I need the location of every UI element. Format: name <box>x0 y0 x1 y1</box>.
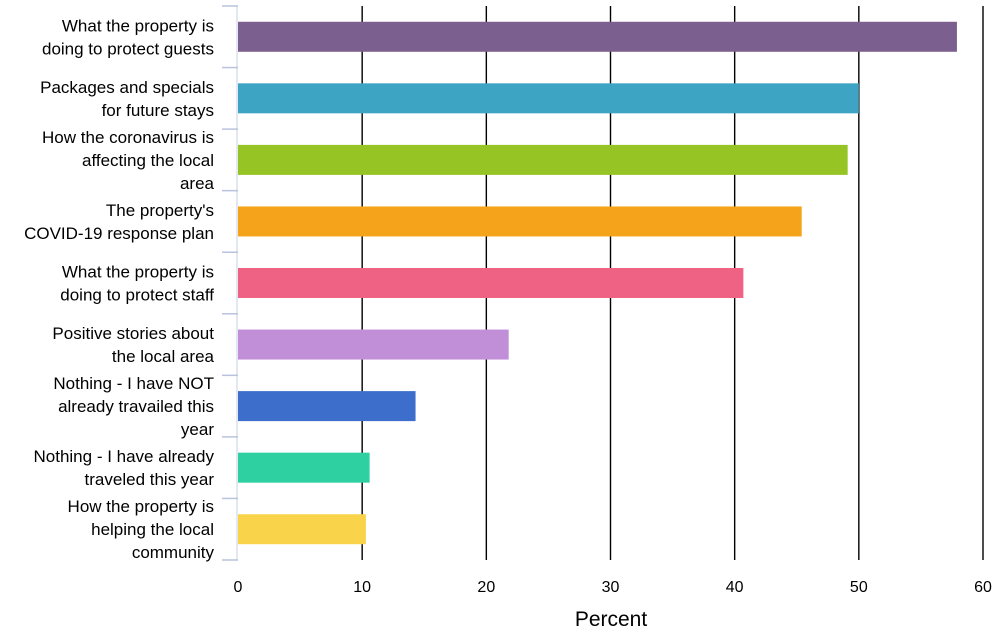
category-label: Nothing - I have already traveled this ye… <box>34 447 215 489</box>
bar <box>238 391 416 422</box>
category-label: Packages and specials for future stays <box>40 78 214 120</box>
bar <box>238 144 848 175</box>
bar <box>238 21 957 52</box>
bar <box>238 206 802 237</box>
category-label: What the property is doing to protect gue… <box>42 16 214 58</box>
category-label: What the property is doing to protect sta… <box>60 263 214 305</box>
category-label: Nothing - I have NOT already travailed th… <box>53 374 214 439</box>
category-label: Positive stories about the local area <box>52 324 214 366</box>
category-label: How the coronavirus is affecting the loca… <box>42 128 215 193</box>
bar <box>238 452 370 483</box>
y-axis-ticks <box>222 5 238 561</box>
bar <box>238 268 744 298</box>
category-labels: What the property is doing to protect gue… <box>24 16 214 562</box>
x-tick-label: 50 <box>850 579 868 596</box>
x-tick-labels: 0 10 20 30 40 50 60 <box>234 579 992 596</box>
x-tick-label: 0 <box>234 579 243 596</box>
bar <box>238 83 859 114</box>
x-tick-label: 10 <box>353 579 371 596</box>
bar <box>238 514 366 545</box>
category-label: The property's COVID-19 response plan <box>24 201 214 243</box>
bars <box>238 21 957 545</box>
bar <box>238 329 509 360</box>
x-tick-label: 40 <box>726 579 744 596</box>
x-tick-label: 30 <box>602 579 620 596</box>
x-tick-label: 20 <box>477 579 495 596</box>
x-axis-title: Percent <box>575 608 648 631</box>
x-tick-label: 60 <box>974 579 992 596</box>
category-label: How the property is helping the local comm… <box>68 497 215 562</box>
